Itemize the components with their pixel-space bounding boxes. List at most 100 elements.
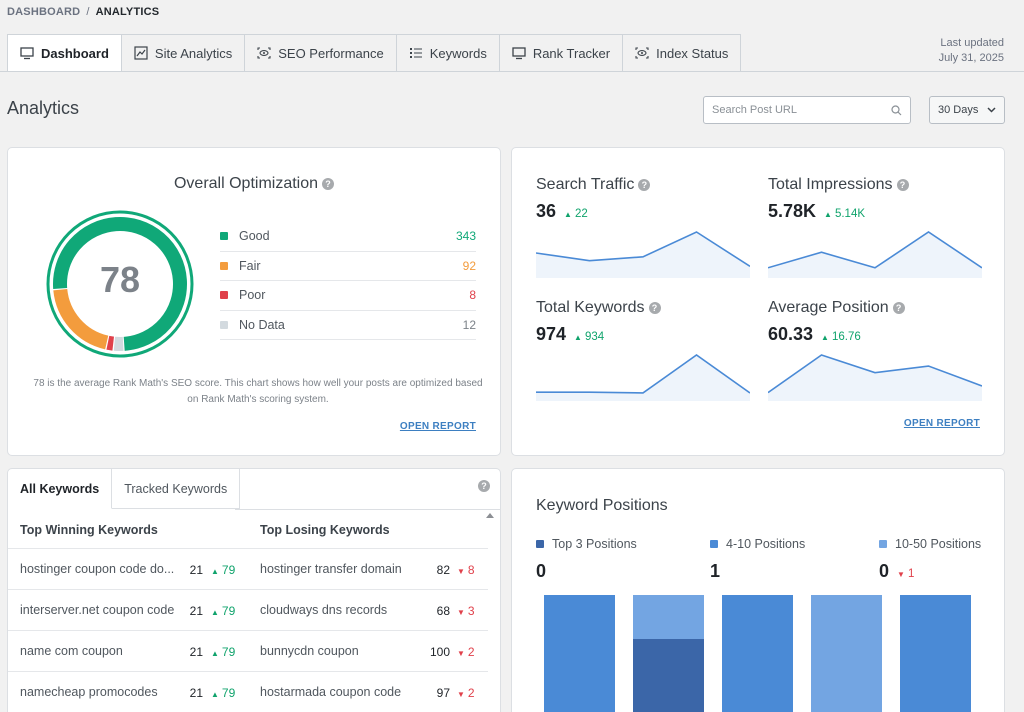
metric-delta-value: 5.14K — [834, 208, 866, 220]
legend-value: 8 — [469, 288, 476, 303]
metric-number: 5.78K — [768, 201, 817, 221]
search-icon[interactable] — [891, 104, 902, 116]
open-report-link[interactable]: OPEN REPORT — [399, 421, 476, 432]
optimization-donut-chart — [46, 210, 194, 358]
winning-delta-value: 79 — [221, 604, 236, 618]
tab-dashboard[interactable]: Dashboard — [7, 34, 122, 72]
keyword-positions-title: Keyword Positions — [536, 497, 668, 514]
winning-keyword[interactable]: name com coupon — [20, 644, 123, 658]
position-bar — [544, 595, 615, 712]
losing-keyword[interactable]: hostarmada coupon code — [260, 685, 402, 699]
legend-value: 92 — [462, 258, 476, 273]
winning-delta: ▲ 79 — [211, 645, 235, 659]
help-icon[interactable]: ? — [638, 178, 651, 191]
optimization-title: Overall Optimization? — [8, 175, 500, 193]
tab-seo-performance[interactable]: SEO Performance — [245, 34, 397, 72]
legend-row-no-data: No Data 12 — [220, 311, 476, 340]
legend-swatch — [879, 540, 887, 548]
help-icon[interactable]: ? — [478, 480, 490, 492]
tab-keywords[interactable]: Keywords — [396, 34, 500, 72]
chart-icon — [134, 46, 148, 60]
winning-keyword[interactable]: hostinger coupon code do... — [20, 562, 175, 576]
tab-site-analytics[interactable]: Site Analytics — [121, 34, 246, 72]
winning-delta-value: 79 — [221, 686, 236, 700]
winning-delta: ▲ 79 — [211, 604, 235, 618]
help-icon[interactable]: ? — [896, 178, 909, 191]
last-updated: Last updated July 31, 2025 — [939, 36, 1004, 66]
eye-icon — [635, 47, 649, 59]
legend-swatch — [710, 540, 718, 548]
losing-delta-value: 2 — [467, 686, 475, 700]
winning-keyword[interactable]: namecheap promocodes — [20, 685, 158, 699]
losing-keyword[interactable]: bunnycdn coupon — [260, 644, 359, 658]
metric-delta: ▲ 22 — [564, 208, 588, 220]
losing-delta: ▼ 2 — [457, 686, 475, 700]
metric-total-keywords: Total Keywords? 974 ▲ 934 — [536, 299, 750, 345]
monitor-icon — [512, 47, 526, 60]
legend-label: Top 3 Positions — [552, 537, 637, 551]
metric-title-text: Total Keywords — [536, 299, 645, 316]
metric-value: 5.78K ▲ 5.14K — [768, 201, 982, 222]
optimization-description: 78 is the average Rank Math's SEO score.… — [33, 378, 483, 405]
up-arrow-icon: ▲ — [211, 649, 219, 658]
position-bar — [900, 595, 971, 712]
help-icon[interactable]: ? — [648, 301, 661, 314]
last-updated-label: Last updated — [940, 37, 1004, 49]
metric-title-text: Total Impressions — [768, 176, 893, 193]
metric-delta: ▲ 16.76 — [821, 331, 861, 343]
4-10-count: 1 — [710, 561, 720, 582]
winning-delta-value: 79 — [221, 563, 236, 577]
position-bar — [633, 595, 704, 639]
monitor-icon — [20, 47, 34, 60]
position-bar — [722, 595, 793, 712]
donut-slice-good — [53, 217, 187, 351]
tab-label: Site Analytics — [154, 45, 233, 61]
chevron-down-icon — [987, 107, 996, 113]
metric-total-impressions: Total Impressions? 5.78K ▲ 5.14K — [768, 176, 982, 222]
tab-tracked-keywords[interactable]: Tracked Keywords — [112, 469, 241, 509]
help-icon[interactable]: ? — [892, 301, 905, 314]
metric-delta-value: 934 — [584, 331, 605, 343]
keyword-positions-card: Keyword Positions Top 3 Positions 4-10 P… — [511, 468, 1005, 712]
losing-position: 68 — [436, 604, 450, 618]
up-arrow-icon: ▲ — [211, 690, 219, 699]
winning-delta-value: 79 — [221, 645, 236, 659]
open-report-link[interactable]: OPEN REPORT — [903, 418, 980, 429]
down-arrow-icon: ▼ — [457, 690, 465, 699]
metric-value: 36 ▲ 22 — [536, 201, 750, 222]
legend-row-good: Good 343 — [220, 222, 476, 252]
date-range-select[interactable]: 30 Days — [929, 96, 1005, 124]
losing-delta: ▼ 2 — [457, 645, 475, 659]
metric-delta-value: 16.76 — [831, 331, 861, 343]
tab-index-status[interactable]: Index Status — [623, 34, 742, 72]
winning-delta: ▲ 79 — [211, 686, 235, 700]
sparkline-area — [768, 355, 982, 401]
down-arrow-icon: ▼ — [457, 608, 465, 617]
losing-position: 97 — [436, 686, 450, 700]
metric-delta: ▲ 934 — [574, 331, 604, 343]
tab-all-keywords[interactable]: All Keywords — [8, 469, 113, 509]
search-input[interactable] — [712, 104, 882, 116]
tab-rank-tracker[interactable]: Rank Tracker — [499, 34, 624, 72]
count-value: 0 — [536, 561, 547, 581]
winning-keyword[interactable]: interserver.net coupon code — [20, 603, 175, 617]
up-arrow-icon: ▲ — [564, 210, 572, 219]
sparkline-line — [536, 231, 750, 268]
scroll-up-arrow[interactable] — [486, 513, 494, 518]
breadcrumb-separator: / — [86, 6, 90, 18]
losing-keyword[interactable]: cloudways dns records — [260, 603, 388, 617]
breadcrumb-root[interactable]: DASHBOARD — [7, 6, 81, 18]
legend-label: No Data — [239, 317, 285, 332]
metric-title: Search Traffic? — [536, 176, 750, 194]
count-delta-value: 1 — [907, 568, 915, 580]
table-row: hostinger coupon code do... 21 ▲ 79 hosti… — [8, 548, 488, 589]
tabs-divider — [0, 71, 1024, 72]
help-icon[interactable]: ? — [322, 177, 335, 190]
losing-keyword[interactable]: hostinger transfer domain — [260, 562, 402, 576]
legend-swatch — [220, 261, 228, 270]
metric-title: Total Keywords? — [536, 299, 750, 317]
down-arrow-icon: ▼ — [457, 567, 465, 576]
legend-row-poor: Poor 8 — [220, 281, 476, 311]
legend-swatch — [536, 540, 544, 548]
winning-delta: ▲ 79 — [211, 563, 235, 577]
